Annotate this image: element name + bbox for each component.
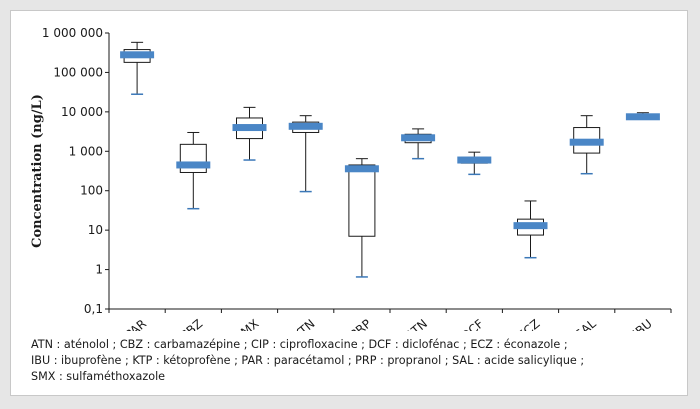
y-tick-label: 1 000 000 (42, 26, 103, 40)
x-category-label: SMX (232, 317, 261, 331)
figure-frame: 0,1 1 10 100 1 000 10 000 100 000 1 000 000 Conc… (10, 10, 688, 396)
x-category-label: IBU (630, 317, 655, 331)
x-category-label: ECZ (515, 317, 543, 331)
x-category-label: DCF (458, 317, 486, 331)
x-category-label: CBZ (177, 317, 205, 331)
y-axis-label: Concentration (ng/L) (30, 94, 45, 248)
median-marker (625, 113, 660, 121)
y-tick-label: 0,1 (84, 302, 103, 316)
note-line: ATN : aténolol ; CBZ : carbamazépine ; C… (31, 338, 568, 351)
box-plot-chart: 0,1 1 10 100 1 000 10 000 100 000 1 000 000 Conc… (30, 26, 672, 331)
y-tick-label: 100 000 (53, 65, 103, 79)
x-category-label: PAR (122, 317, 149, 331)
y-tick-label: 1 000 (69, 144, 103, 158)
x-category-label: ATN (403, 317, 430, 331)
median-marker (176, 161, 211, 169)
median-marker (288, 122, 323, 130)
median-marker (457, 156, 492, 164)
median-marker (401, 134, 436, 142)
x-category-label: PRP (347, 317, 373, 331)
note-line: IBU : ibuprofène ; KTP : kétoprofène ; P… (31, 354, 585, 367)
box-iqr (348, 164, 376, 237)
y-tick-label: 100 (80, 184, 103, 198)
median-marker (344, 165, 379, 173)
median-marker (513, 222, 548, 230)
median-marker (569, 138, 604, 146)
x-category-label: KTN (291, 317, 318, 331)
y-tick-label: 10 (88, 223, 103, 237)
median-marker (120, 51, 155, 59)
abbreviation-note: ATN : aténolol ; CBZ : carbamazépine ; C… (31, 337, 671, 385)
x-category-label: SAL (572, 316, 599, 331)
y-tick-label: 1 (95, 263, 103, 277)
median-marker (232, 124, 267, 132)
y-tick-label: 10 000 (61, 105, 103, 119)
note-line: SMX : sulfaméthoxazole (31, 370, 166, 383)
